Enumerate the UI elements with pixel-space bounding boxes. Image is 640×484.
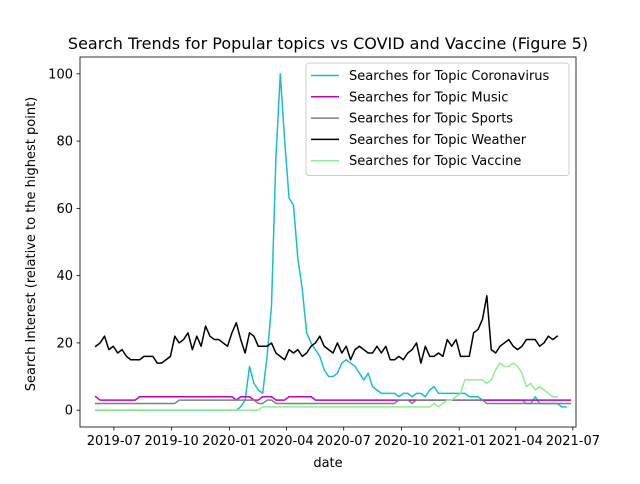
x-tick-label: 2021-01	[432, 434, 486, 449]
series-line-3	[94, 295, 559, 364]
x-tick-label: 2021-04	[489, 434, 543, 449]
y-tick-label: 0	[65, 404, 73, 419]
x-tick-label: 2020-01	[202, 434, 256, 449]
legend-box	[305, 62, 570, 176]
x-tick-label: 2021-07	[546, 434, 600, 449]
y-tick-label: 60	[56, 202, 73, 217]
legend-label-4: Searches for Topic Vaccine	[349, 154, 521, 169]
series-line-2	[94, 399, 572, 405]
y-tick-label: 40	[56, 269, 73, 284]
y-tick-label: 100	[48, 67, 73, 82]
legend-label-3: Searches for Topic Weather	[349, 133, 527, 148]
x-axis-label: date	[313, 456, 342, 471]
series-line-4	[94, 362, 558, 411]
y-axis-label: Search Interest (relative to the highest…	[24, 97, 39, 391]
legend-label-1: Searches for Topic Music	[349, 90, 508, 105]
series-line-1	[94, 395, 572, 401]
x-tick-label: 2020-04	[259, 434, 313, 449]
legend-label-0: Searches for Topic Coronavirus	[349, 69, 550, 84]
y-tick-label: 80	[56, 135, 73, 150]
plot-area	[94, 73, 572, 411]
x-tick-label: 2020-07	[317, 434, 371, 449]
chart-title: Search Trends for Popular topics vs COVI…	[68, 34, 588, 53]
axes: 0 20 40 60 80 100 2019-07 2019-10 2020-01 2020-04…	[48, 56, 600, 449]
legend-label-2: Searches for Topic Sports	[349, 112, 513, 127]
x-tick-label: 2020-10	[374, 434, 428, 449]
x-tick-label: 2019-10	[145, 434, 199, 449]
x-tick-label: 2019-07	[87, 434, 141, 449]
y-tick-label: 20	[56, 336, 73, 351]
legend: Searches for Topic Coronavirus Searches f…	[305, 62, 570, 176]
axes-frame	[79, 56, 577, 428]
